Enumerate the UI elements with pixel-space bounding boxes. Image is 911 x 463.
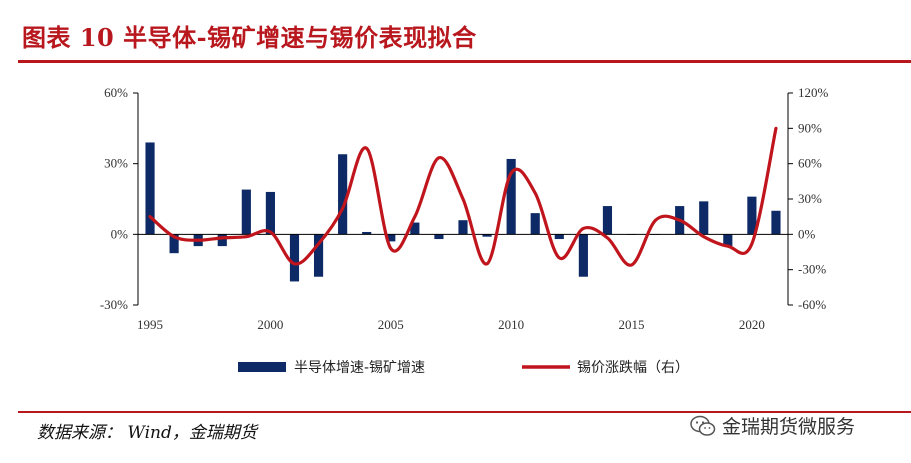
right-tick-label: 90% — [798, 120, 822, 135]
left-tick-label: 60% — [104, 85, 128, 100]
x-tick-label: 2020 — [739, 317, 765, 332]
bar-2003 — [338, 154, 348, 235]
left-tick-label: -30% — [100, 297, 128, 312]
bar-2001 — [289, 234, 300, 282]
bar-1995 — [145, 142, 155, 235]
title-divider — [18, 60, 911, 63]
bar-2006 — [410, 222, 420, 235]
bar-1999 — [241, 189, 251, 235]
legend-label-line: 锡价涨跌幅（右） — [577, 360, 689, 376]
x-tick-label: 2010 — [498, 317, 524, 332]
bar-2008 — [458, 220, 468, 235]
wechat-icon — [690, 415, 716, 436]
left-axis: -30% 0% 30% 60% — [100, 85, 139, 312]
x-tick-label: 2005 — [378, 317, 404, 332]
legend-label-bar: 半导体增速-锡矿增速 — [294, 360, 425, 376]
bar-series — [145, 142, 781, 282]
bar-1996 — [169, 234, 179, 254]
right-tick-label: -30% — [798, 262, 826, 277]
bar-1998 — [217, 234, 227, 247]
legend-swatch-bar — [238, 362, 286, 372]
x-tick-label: 2015 — [619, 317, 645, 332]
bar-2000 — [265, 191, 275, 235]
right-tick-label: 0% — [798, 226, 816, 241]
bar-2004 — [362, 231, 372, 235]
footer-divider — [18, 411, 911, 413]
legend: 半导体增速-锡矿增速 锡价涨跌幅（右） — [238, 360, 689, 376]
bar-2020 — [747, 196, 757, 235]
x-axis: 1995 2000 2005 2010 2015 2020 — [137, 317, 765, 332]
right-axis: -60% -30% 0% 30% 60% 90% 120% — [787, 85, 829, 312]
bar-2010 — [506, 158, 516, 235]
bar-2007 — [434, 234, 444, 240]
bar-2002 — [313, 234, 324, 277]
right-tick-label: -60% — [798, 297, 826, 312]
left-tick-label: 0% — [111, 226, 129, 241]
x-tick-label: 2000 — [257, 317, 283, 332]
bar-2011 — [530, 213, 540, 235]
right-tick-label: 30% — [798, 191, 822, 206]
watermark: 金瑞期货微服务 — [690, 412, 855, 439]
left-tick-label: 30% — [104, 156, 128, 171]
right-tick-label: 120% — [798, 85, 829, 100]
line-series — [148, 126, 778, 267]
x-tick-label: 1995 — [137, 317, 163, 332]
bar-2012 — [554, 234, 564, 240]
bar-2014 — [602, 206, 613, 235]
bar-2013 — [578, 234, 588, 277]
bar-2005 — [386, 234, 396, 242]
bar-2021 — [771, 210, 781, 235]
bar-2018 — [699, 201, 709, 235]
page-title: 图表 10 半导体-锡矿增速与锡价表现拟合 — [22, 23, 477, 52]
watermark-text: 金瑞期货微服务 — [722, 416, 856, 438]
right-tick-label: 60% — [798, 156, 822, 171]
source-note: 数据来源： Wind，金瑞期货 — [37, 423, 257, 443]
bar-2019 — [723, 234, 733, 247]
bar-2009 — [482, 234, 492, 237]
